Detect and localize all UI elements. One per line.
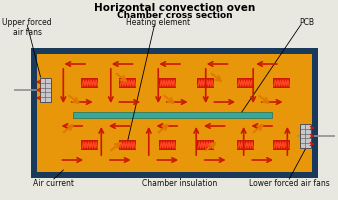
Bar: [273, 140, 290, 150]
Bar: [197, 140, 214, 150]
Bar: [159, 78, 176, 88]
Text: Chamber cross section: Chamber cross section: [117, 11, 232, 20]
Bar: [159, 140, 176, 150]
Text: PCB: PCB: [299, 18, 314, 27]
Text: Upper forced
air fans: Upper forced air fans: [2, 18, 52, 37]
Bar: [73, 112, 272, 118]
Bar: [237, 140, 254, 150]
Bar: [81, 140, 98, 150]
Bar: [273, 78, 290, 88]
Bar: [300, 124, 311, 148]
Bar: [31, 48, 318, 178]
Bar: [119, 78, 137, 88]
Text: Heating element: Heating element: [126, 18, 190, 27]
Bar: [37, 54, 312, 172]
Bar: [119, 140, 137, 150]
Bar: [237, 78, 254, 88]
Text: Horizontal convection oven: Horizontal convection oven: [94, 3, 255, 13]
Bar: [197, 78, 214, 88]
Text: Air current: Air current: [33, 179, 74, 188]
Text: Chamber insulation: Chamber insulation: [142, 179, 218, 188]
Bar: [40, 78, 50, 102]
Text: Lower forced air fans: Lower forced air fans: [249, 179, 330, 188]
Bar: [81, 78, 98, 88]
